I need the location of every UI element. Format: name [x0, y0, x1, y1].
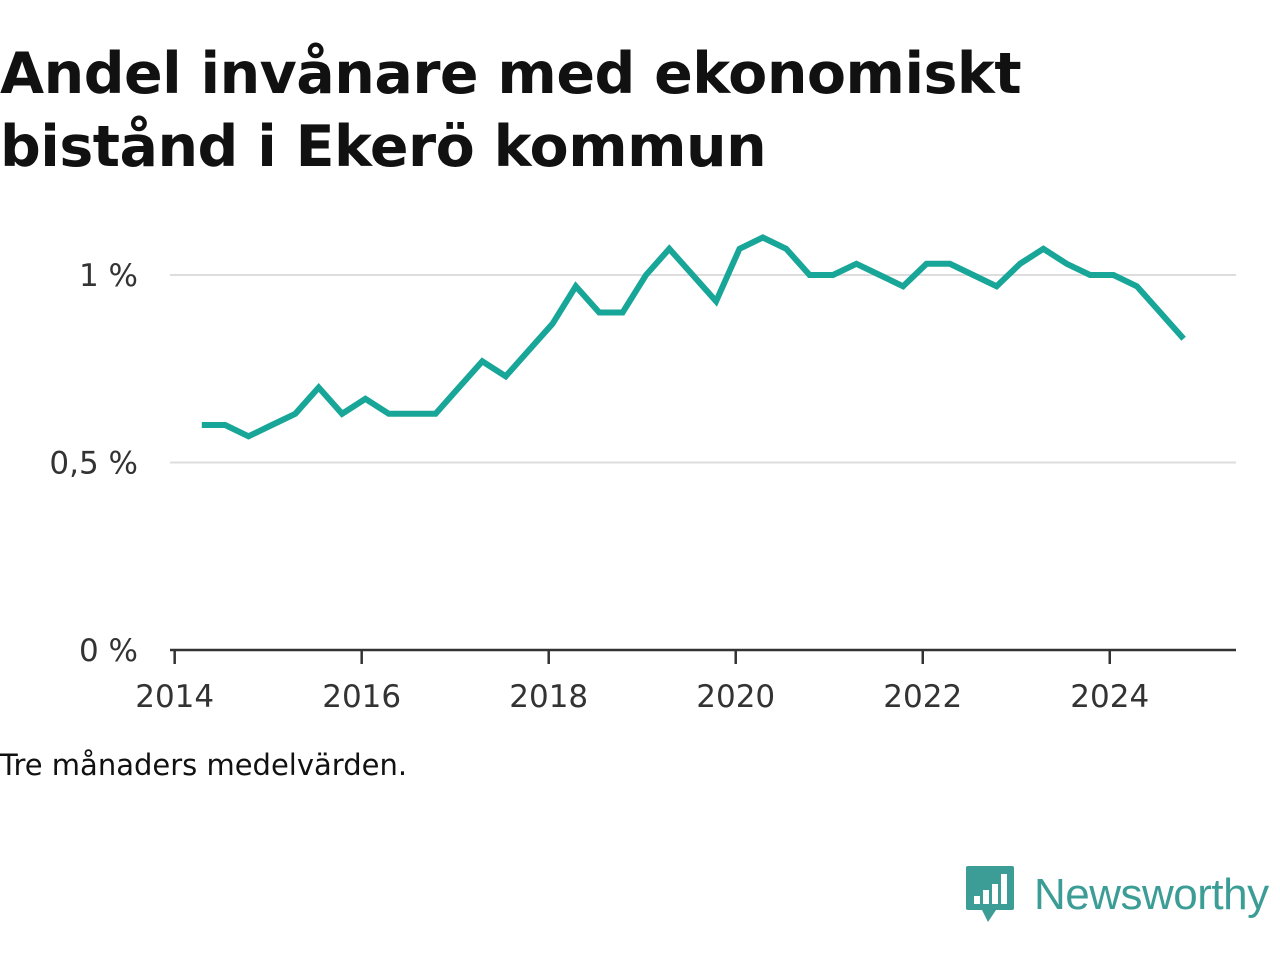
x-tick-label: 2016: [322, 679, 401, 715]
line-chart: 0 % 0,5 % 1 % 2014 2016 2018 2020 2022 2024: [49, 234, 1236, 715]
series-line: [201, 234, 1186, 440]
y-axis-labels: 0 % 0,5 % 1 %: [49, 258, 138, 669]
x-tick-label: 2022: [883, 679, 962, 715]
x-tick-label: 2018: [509, 679, 588, 715]
bar-chart-speech-bubble-icon: [966, 866, 1014, 922]
x-axis-labels: 2014 2016 2018 2020 2022 2024: [135, 679, 1149, 715]
newsworthy-logo: Newsworthy: [964, 864, 1269, 926]
x-tick-label: 2024: [1070, 679, 1149, 715]
series-layer: [201, 234, 1186, 440]
y-tick-label: 1 %: [79, 258, 138, 294]
chart-caption: Tre månaders medelvärden.: [0, 748, 408, 782]
x-axis: [170, 648, 1236, 664]
x-tick-label: 2014: [135, 679, 214, 715]
y-tick-label: 0 %: [79, 633, 138, 669]
x-tick-label: 2020: [696, 679, 775, 715]
grid-lines: [170, 274, 1236, 464]
chart-title: Andel invånare med ekonomiskt bistånd i …: [0, 41, 1022, 180]
brand-name: Newsworthy: [1034, 870, 1269, 919]
y-tick-label: 0,5 %: [49, 446, 138, 482]
